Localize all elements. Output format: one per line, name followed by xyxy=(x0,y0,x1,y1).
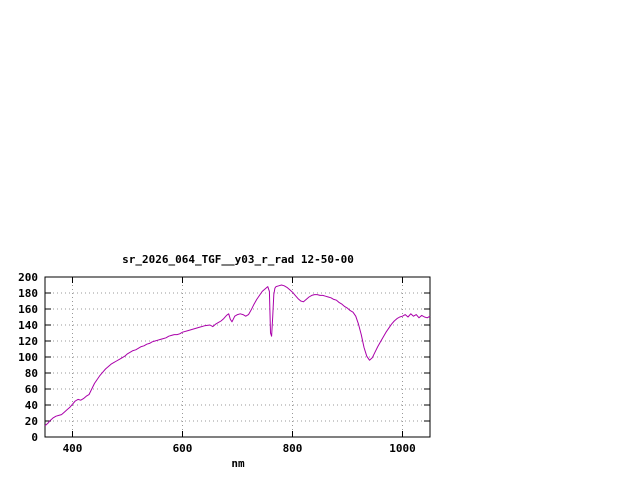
x-tick-label: 400 xyxy=(63,442,83,455)
y-tick-label: 0 xyxy=(31,431,38,444)
tick-labels: 400 600 800 1000 0 20 40 60 80 100 120 140 160 180 200 xyxy=(18,271,416,455)
plot-border xyxy=(44,276,431,438)
x-tick-label: 1000 xyxy=(389,442,416,455)
chart-title: sr_2026_064_TGF__y03_r_rad 12-50-00 xyxy=(122,253,354,266)
y-tick-label: 40 xyxy=(25,399,38,412)
axes xyxy=(44,276,431,438)
y-tick-label: 80 xyxy=(25,367,38,380)
series-line xyxy=(44,284,431,427)
y-tick-label: 120 xyxy=(18,335,38,348)
x-tick-label: 800 xyxy=(283,442,303,455)
y-tick-label: 20 xyxy=(25,415,38,428)
data-polyline xyxy=(44,284,431,427)
y-tick-label: 160 xyxy=(18,303,38,316)
y-tick-label: 100 xyxy=(18,351,38,364)
x-axis-label: nm xyxy=(231,457,245,470)
x-tick-label: 600 xyxy=(173,442,193,455)
y-tick-label: 180 xyxy=(18,287,38,300)
y-tick-label: 60 xyxy=(25,383,38,396)
y-tick-label: 200 xyxy=(18,271,38,284)
y-tick-label: 140 xyxy=(18,319,38,332)
